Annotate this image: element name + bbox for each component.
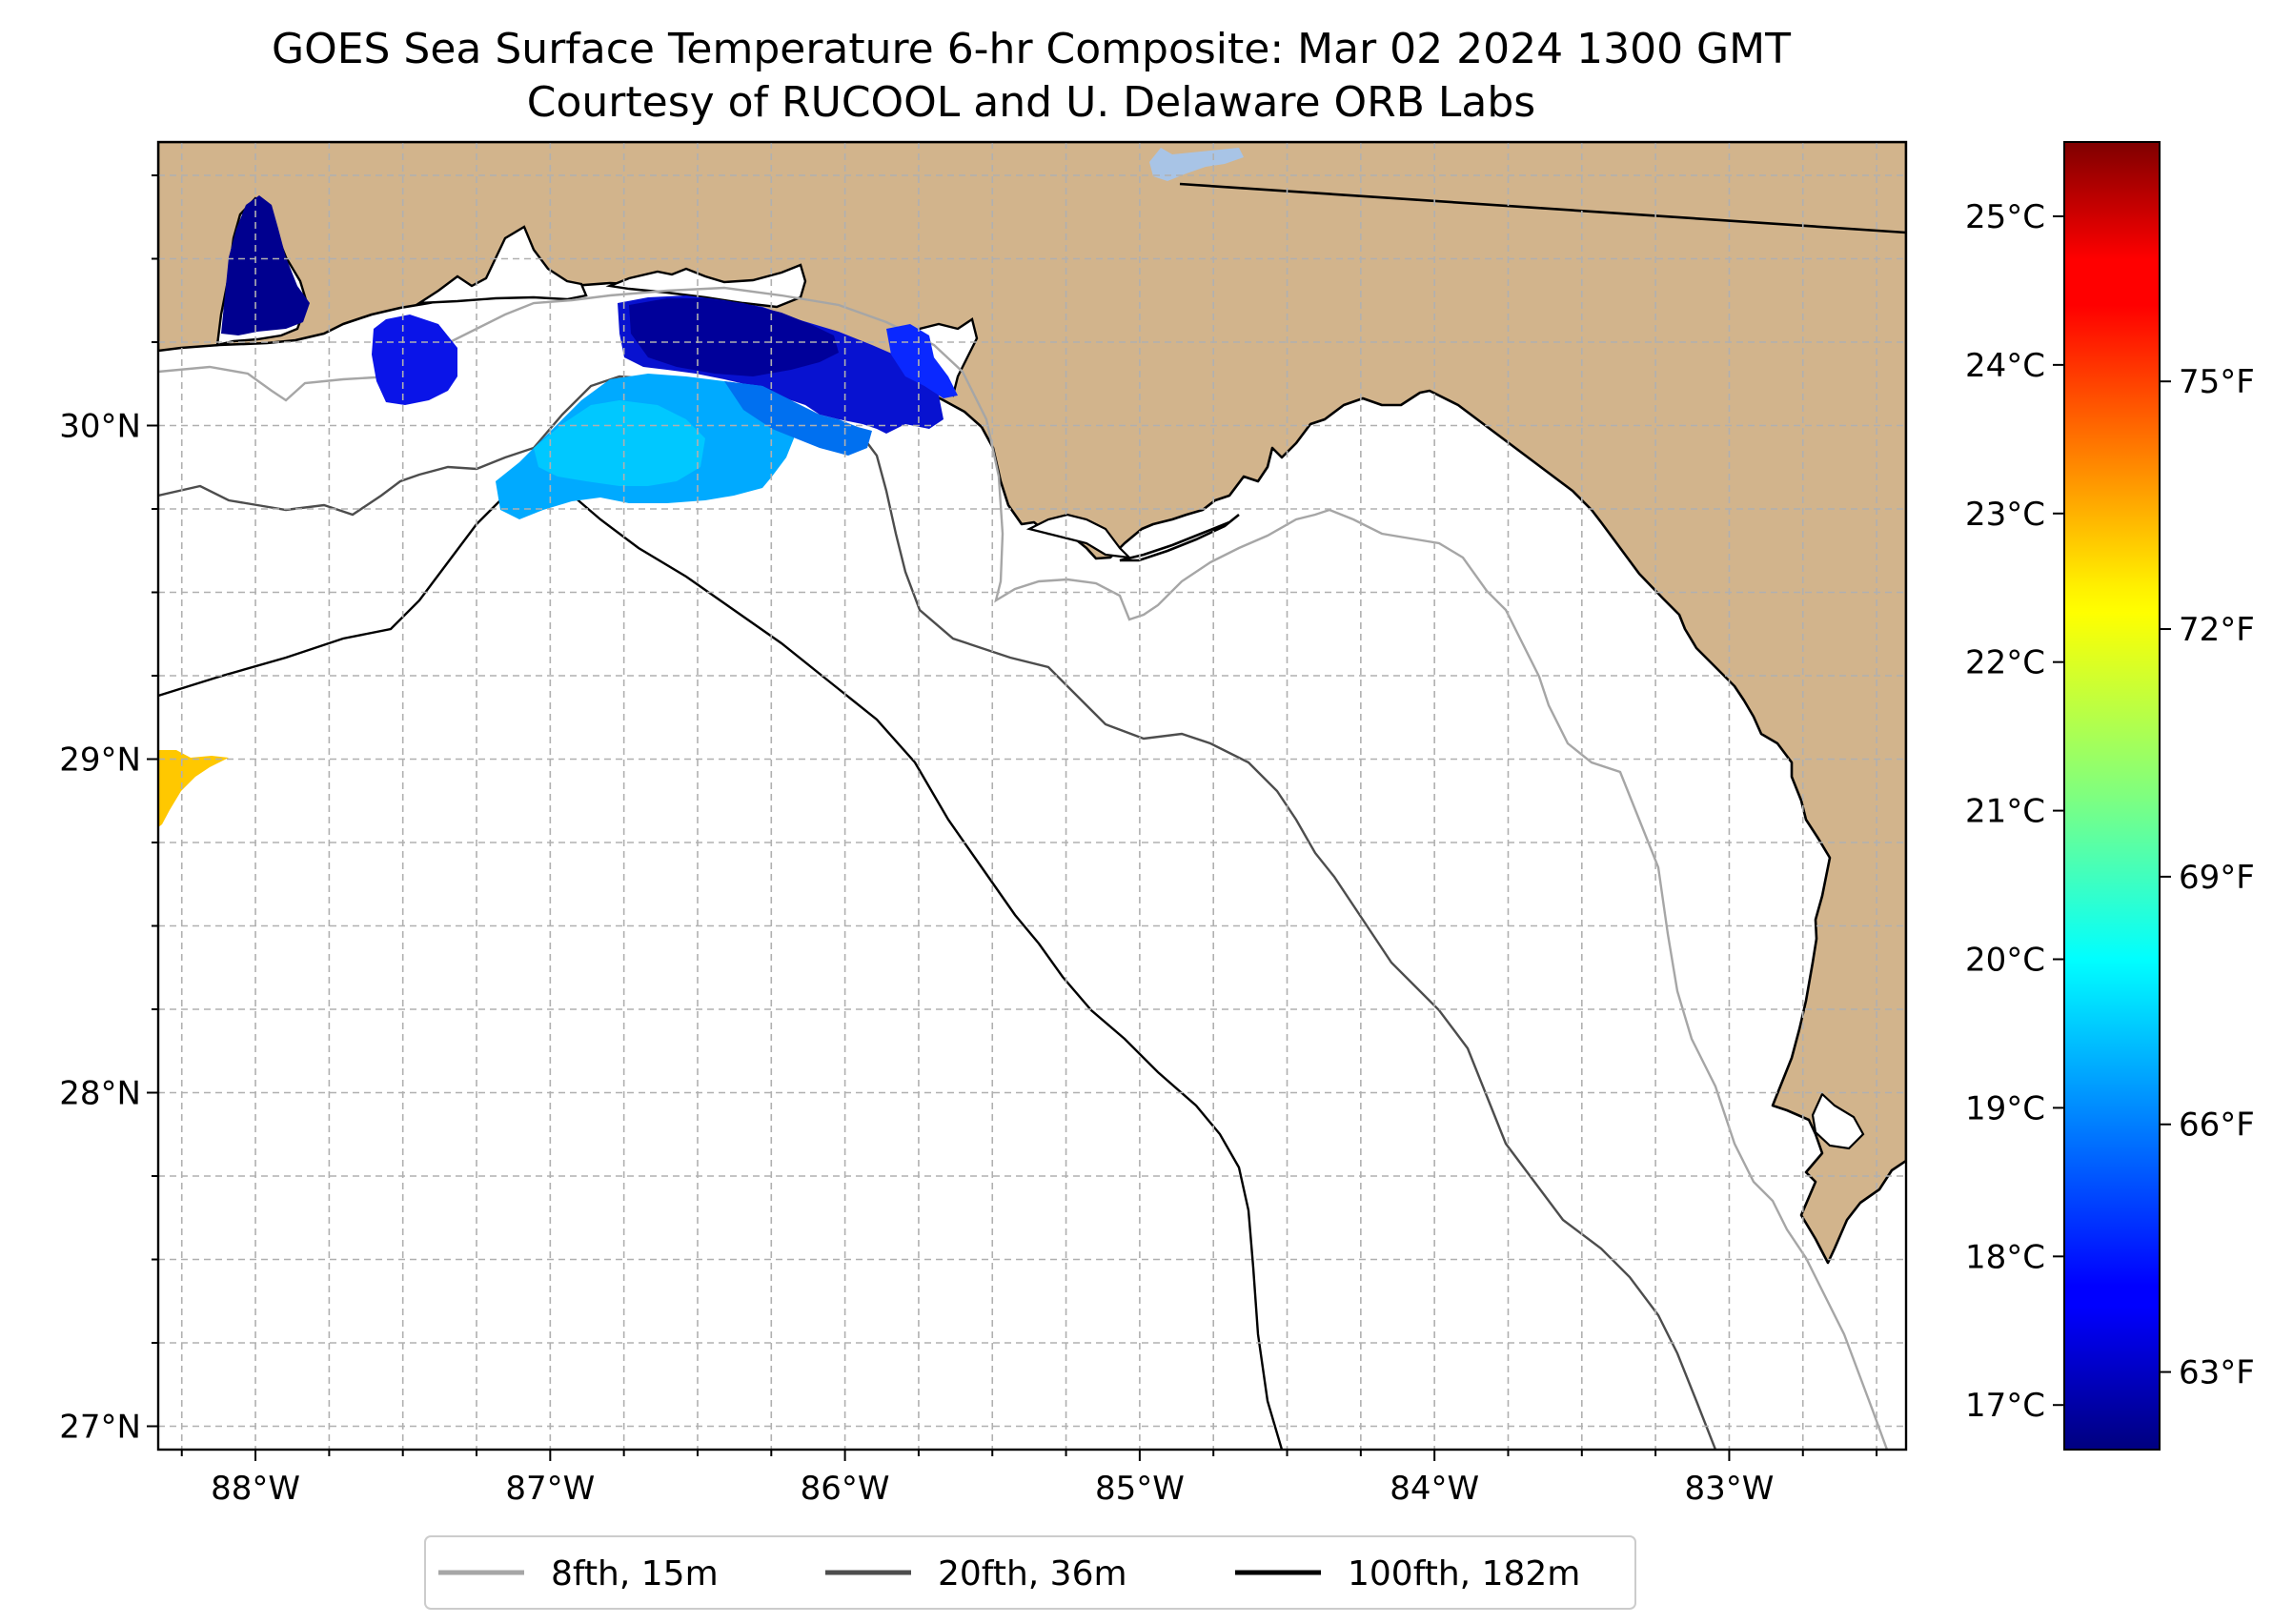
map-gridlines: [158, 142, 1906, 1450]
contour-8fth: [158, 286, 1889, 1450]
legend-label-20fth: 20fth, 36m: [938, 1554, 1127, 1594]
lon-tick-label: 87°W: [505, 1470, 595, 1508]
sst-patch-offshore-blue: [724, 381, 872, 456]
celsius-tick-label: 23°C: [1965, 496, 2045, 534]
fahrenheit-tick-label: 69°F: [2179, 859, 2255, 897]
lon-tick-label: 86°W: [801, 1470, 890, 1508]
celsius-tick-label: 19°C: [1965, 1089, 2045, 1127]
pensacola-bay: [415, 225, 588, 305]
sst-patch-mobile-bay: [221, 195, 310, 335]
fahrenheit-tick-label: 72°F: [2179, 611, 2255, 649]
map-plot-area: [158, 142, 1906, 1450]
sst-patch-warm-west: [158, 750, 229, 827]
map-subtitle: Courtesy of RUCOOL and U. Delaware ORB L…: [527, 78, 1535, 127]
barrier-island: [1119, 513, 1240, 562]
contour-legend: 8fth, 15m 20fth, 36m 100fth, 182m: [424, 1535, 1636, 1610]
celsius-tick-label: 20°C: [1965, 942, 2045, 980]
lat-tick-label: 29°N: [59, 741, 141, 780]
fahrenheit-tick-label: 66°F: [2179, 1106, 2255, 1145]
lat-tick-label: 28°N: [59, 1075, 141, 1113]
lon-tick-label: 85°W: [1095, 1470, 1185, 1508]
colorbar: [2063, 141, 2161, 1451]
celsius-tick-label: 17°C: [1965, 1387, 2045, 1425]
lon-axis: 88°W 87°W 86°W 85°W 84°W 83°W: [180, 1450, 1878, 1508]
contour-100fth: [158, 475, 1284, 1450]
lat-tick-label: 30°N: [59, 408, 141, 446]
celsius-tick-label: 25°C: [1965, 198, 2045, 236]
contour-20fth: [158, 375, 1717, 1450]
legend-frame: [424, 1535, 1636, 1610]
celsius-tick-label: 22°C: [1965, 644, 2045, 682]
tampa-bay: [1811, 1092, 1865, 1150]
lon-tick-label: 84°W: [1390, 1470, 1479, 1508]
inland-lake: [1149, 148, 1244, 181]
state-border: [1179, 182, 1906, 234]
celsius-tick-label: 18°C: [1965, 1238, 2045, 1276]
fahrenheit-tick-label: 75°F: [2179, 363, 2255, 401]
choctawhatchee-bay: [605, 263, 807, 309]
lat-tick-label: 27°N: [59, 1409, 141, 1447]
fahrenheit-tick-label: 63°F: [2179, 1354, 2255, 1392]
sst-patch-perdido: [372, 315, 457, 405]
celsius-tick-label: 21°C: [1965, 793, 2045, 831]
sst-patch-offshore-lightcyan: [534, 400, 705, 486]
lon-tick-label: 83°W: [1684, 1470, 1774, 1508]
celsius-tick-label: 24°C: [1965, 347, 2045, 385]
colorbar-celsius-axis: 17°C 18°C 19°C 20°C 21°C 22°C 23°C 24°C 25°C: [1965, 198, 2064, 1425]
sst-patch-nearshore-dark: [629, 298, 839, 376]
map-frame: [156, 140, 1908, 1451]
apalachicola-bay: [1025, 513, 1133, 559]
lon-tick-label: 88°W: [211, 1470, 300, 1508]
legend-label-8fth: 8fth, 15m: [551, 1554, 719, 1594]
map-title: GOES Sea Surface Temperature 6-hr Compos…: [272, 25, 1791, 73]
legend-label-100fth: 100fth, 182m: [1348, 1554, 1580, 1594]
lat-axis: 30°N 29°N 28°N 27°N: [59, 174, 158, 1447]
colorbar-fahrenheit-axis: 63°F 66°F 69°F 72°F 75°F: [2160, 363, 2255, 1392]
